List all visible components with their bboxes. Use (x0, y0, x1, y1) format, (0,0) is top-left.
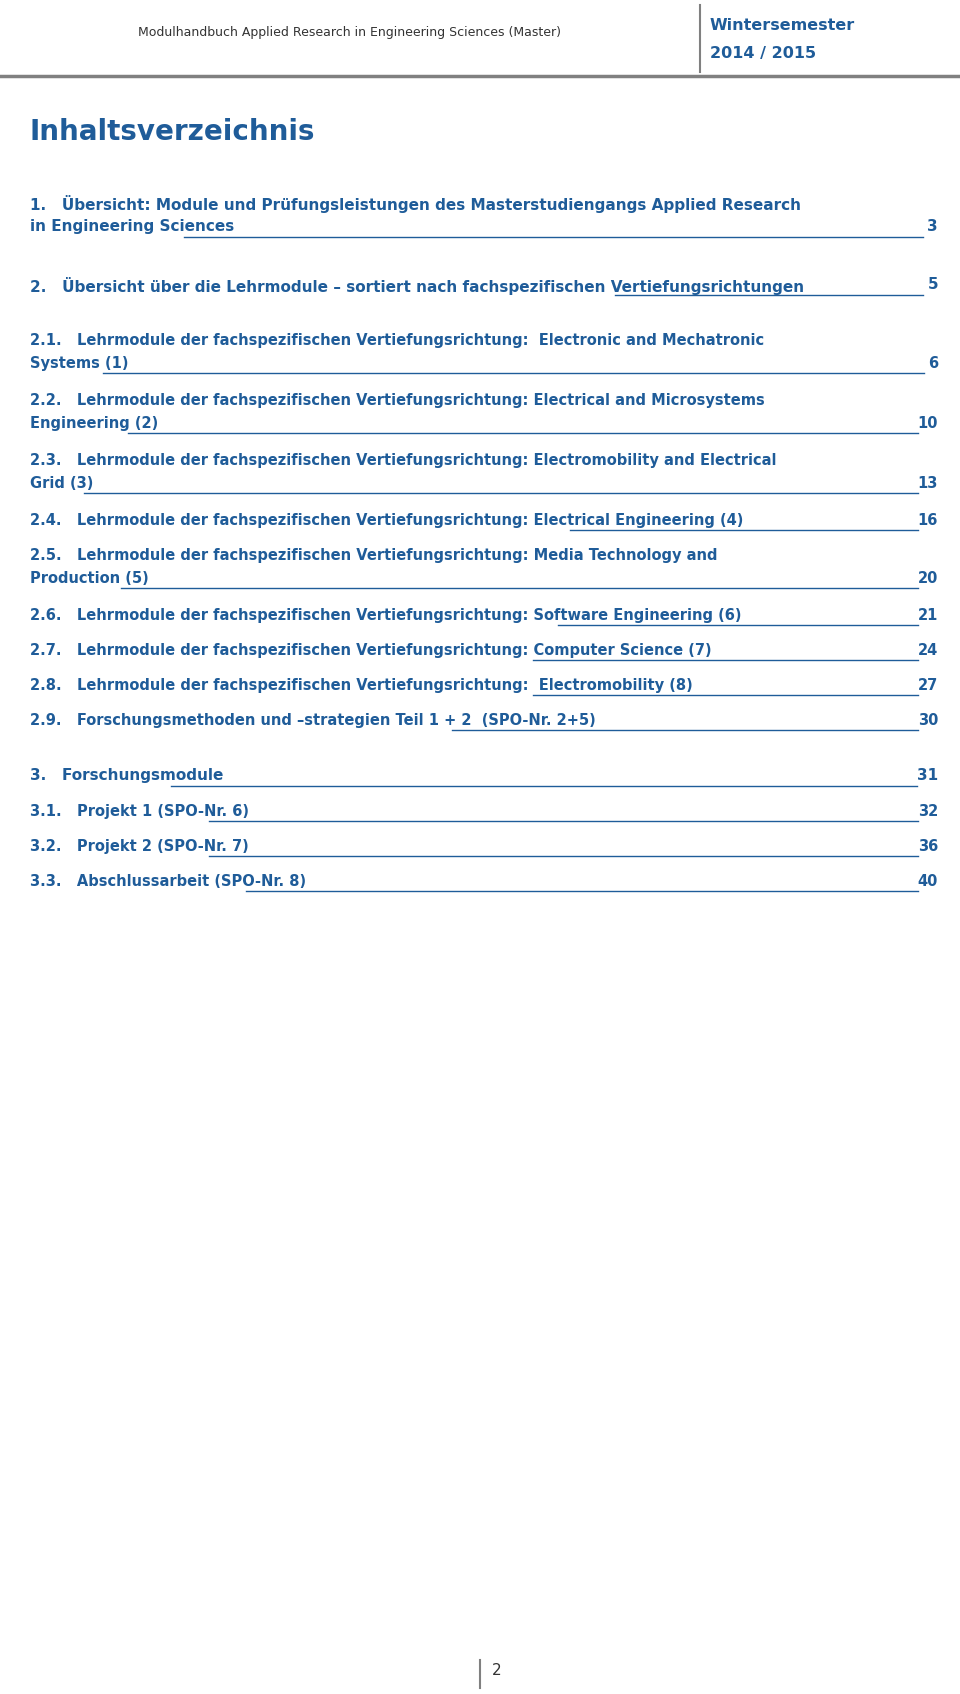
Text: 13: 13 (918, 476, 938, 491)
Text: 3: 3 (927, 219, 938, 234)
Text: 3.2.   Projekt 2 (SPO-Nr. 7): 3.2. Projekt 2 (SPO-Nr. 7) (30, 839, 249, 854)
Text: 16: 16 (918, 513, 938, 529)
Text: 1.   Übersicht: Module und Prüfungsleistungen des Masterstudiengangs Applied Res: 1. Übersicht: Module und Prüfungsleistun… (30, 195, 801, 213)
Text: Inhaltsverzeichnis: Inhaltsverzeichnis (30, 119, 316, 146)
Text: 3.1.   Projekt 1 (SPO-Nr. 6): 3.1. Projekt 1 (SPO-Nr. 6) (30, 805, 249, 818)
Text: 2.8.   Lehrmodule der fachspezifischen Vertiefungsrichtung:  Electromobility (8): 2.8. Lehrmodule der fachspezifischen Ver… (30, 678, 693, 693)
Text: 6: 6 (928, 356, 938, 371)
Text: in Engineering Sciences: in Engineering Sciences (30, 219, 234, 234)
Text: 10: 10 (918, 417, 938, 430)
Text: 2.   Übersicht über die Lehrmodule – sortiert nach fachspezifischen Vertiefungsr: 2. Übersicht über die Lehrmodule – sorti… (30, 278, 804, 295)
Text: 2.3.   Lehrmodule der fachspezifischen Vertiefungsrichtung: Electromobility and : 2.3. Lehrmodule der fachspezifischen Ver… (30, 452, 777, 468)
Text: 2.2.   Lehrmodule der fachspezifischen Vertiefungsrichtung: Electrical and Micro: 2.2. Lehrmodule der fachspezifischen Ver… (30, 393, 765, 408)
Text: 31: 31 (917, 767, 938, 783)
Text: Wintersemester: Wintersemester (710, 19, 855, 32)
Text: 3.3.   Abschlussarbeit (SPO-Nr. 8): 3.3. Abschlussarbeit (SPO-Nr. 8) (30, 874, 306, 889)
Text: 40: 40 (918, 874, 938, 889)
Text: Grid (3): Grid (3) (30, 476, 93, 491)
Text: 2: 2 (492, 1662, 502, 1677)
Text: 2.9.   Forschungsmethoden und –strategien Teil 1 + 2  (SPO-Nr. 2+5): 2.9. Forschungsmethoden und –strategien … (30, 713, 596, 728)
Text: 3.   Forschungsmodule: 3. Forschungsmodule (30, 767, 224, 783)
Text: 2.5.   Lehrmodule der fachspezifischen Vertiefungsrichtung: Media Technology and: 2.5. Lehrmodule der fachspezifischen Ver… (30, 547, 717, 562)
Text: 2014 / 2015: 2014 / 2015 (710, 46, 816, 61)
Text: 27: 27 (918, 678, 938, 693)
Text: 30: 30 (918, 713, 938, 728)
Text: Modulhandbuch Applied Research in Engineering Sciences (Master): Modulhandbuch Applied Research in Engine… (138, 25, 562, 39)
Text: 2.6.   Lehrmodule der fachspezifischen Vertiefungsrichtung: Software Engineering: 2.6. Lehrmodule der fachspezifischen Ver… (30, 608, 741, 623)
Text: 2.7.   Lehrmodule der fachspezifischen Vertiefungsrichtung: Computer Science (7): 2.7. Lehrmodule der fachspezifischen Ver… (30, 644, 711, 657)
Text: 36: 36 (918, 839, 938, 854)
Text: 20: 20 (918, 571, 938, 586)
Text: 2.1.   Lehrmodule der fachspezifischen Vertiefungsrichtung:  Electronic and Mech: 2.1. Lehrmodule der fachspezifischen Ver… (30, 334, 764, 347)
Text: 32: 32 (918, 805, 938, 818)
Text: Engineering (2): Engineering (2) (30, 417, 158, 430)
Text: Systems (1): Systems (1) (30, 356, 129, 371)
Text: Production (5): Production (5) (30, 571, 149, 586)
Text: 24: 24 (918, 644, 938, 657)
Text: 2.4.   Lehrmodule der fachspezifischen Vertiefungsrichtung: Electrical Engineeri: 2.4. Lehrmodule der fachspezifischen Ver… (30, 513, 743, 529)
Text: 5: 5 (927, 278, 938, 291)
Text: 21: 21 (918, 608, 938, 623)
